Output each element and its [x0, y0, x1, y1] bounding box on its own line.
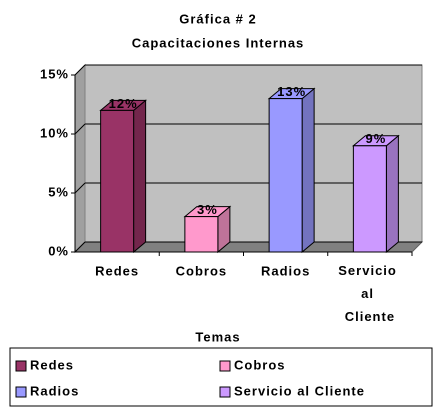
y-tick-label: 5%	[48, 184, 69, 199]
bar	[268, 98, 303, 253]
data-label: 9%	[365, 131, 386, 146]
y-tick-label: 0%	[48, 243, 69, 258]
x-tick-label: Servicio al Cliente	[338, 263, 401, 324]
chart-title: Gráfica # 2	[179, 11, 257, 26]
data-label: 13%	[277, 84, 306, 99]
legend-label: Redes	[30, 357, 74, 372]
x-tick-label: Cobros	[176, 263, 228, 278]
y-tick-label: 15%	[40, 66, 69, 81]
bar	[352, 145, 387, 253]
x-tick-label: Radios	[261, 263, 310, 278]
legend-swatch	[219, 360, 231, 372]
legend-swatch	[15, 360, 27, 372]
grid-line	[74, 182, 86, 194]
y-tick-label: 10%	[40, 125, 69, 140]
grid-line	[74, 241, 86, 253]
data-label: 12%	[109, 96, 138, 111]
grid-line	[74, 64, 86, 76]
legend-label: Cobros	[234, 357, 286, 372]
bar-side	[133, 99, 147, 254]
legend-label: Radios	[30, 383, 79, 398]
bar	[184, 216, 219, 253]
side-wall	[74, 63, 86, 254]
x-axis-label: Temas	[195, 329, 240, 344]
x-tick-label: Redes	[95, 263, 139, 278]
chart-subtitle: Capacitaciones Internas	[132, 35, 305, 50]
legend-label: Servicio al Cliente	[234, 383, 365, 398]
legend-swatch	[219, 386, 231, 398]
grid-line	[74, 123, 86, 135]
bar-side	[301, 87, 315, 254]
bar	[100, 109, 135, 253]
data-label: 3%	[197, 202, 218, 217]
bar-side	[385, 134, 399, 254]
legend-swatch	[15, 386, 27, 398]
